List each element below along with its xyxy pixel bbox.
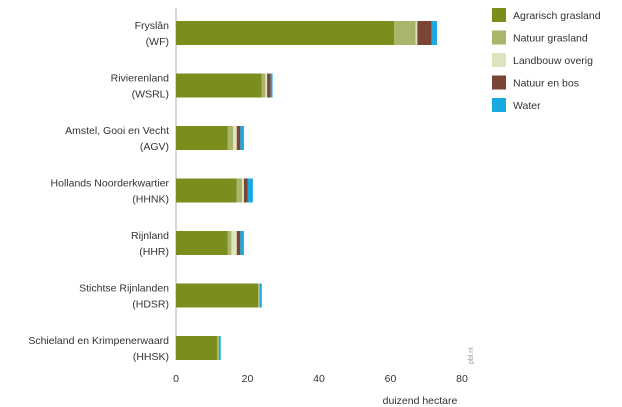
bar-segment [236, 231, 241, 255]
bar-segment [267, 73, 271, 98]
category-label: (HHNK) [132, 194, 169, 206]
category-label: (WF) [146, 36, 169, 48]
x-tick-label: 80 [456, 373, 468, 385]
x-tick-label: 20 [242, 373, 254, 385]
bar-segment [176, 178, 237, 203]
bar-segment [236, 126, 241, 150]
legend-swatch [492, 98, 506, 112]
legend-label: Natuur grasland [513, 33, 588, 45]
x-axis-title: duizend hectare [383, 395, 458, 407]
source-watermark: pbl.nl [468, 347, 475, 364]
bar-segment [394, 21, 416, 45]
category-label: Hollands Noorderkwartier [51, 178, 170, 190]
category-label: Stichtse Rijnlanden [79, 283, 169, 295]
category-label: (HHR) [139, 246, 169, 258]
bar-segment [236, 178, 243, 203]
category-label: (HHSK) [133, 351, 169, 363]
category-label: (AGV) [140, 141, 169, 153]
legend-swatch [492, 8, 506, 22]
legend-label: Natuur en bos [513, 78, 579, 90]
category-label: Fryslân [135, 20, 170, 32]
bar-segment [227, 126, 234, 150]
category-label: (WSRL) [132, 89, 169, 101]
bar-segment [176, 336, 218, 360]
bar-segment [176, 126, 228, 150]
bar-segment [242, 178, 244, 203]
bar-segment [261, 73, 266, 98]
bar-segment [415, 21, 418, 45]
bar-segment [247, 178, 253, 203]
legend-swatch [492, 53, 506, 67]
legend-label: Landbouw overig [513, 55, 593, 67]
bar-segment [176, 73, 262, 98]
x-tick-label: 40 [313, 373, 325, 385]
bar-segment [243, 178, 248, 203]
bar-segment [270, 73, 273, 98]
bar-segment [240, 231, 244, 255]
bar-segment [231, 231, 237, 255]
legend-swatch [492, 75, 506, 90]
bar-segment [176, 21, 395, 45]
category-label: Rivierenland [111, 73, 170, 85]
bar-segment [431, 21, 437, 45]
bar-segment [176, 283, 259, 308]
bar-segment [240, 126, 244, 150]
x-tick-label: 0 [173, 373, 179, 385]
x-tick-label: 60 [385, 373, 397, 385]
category-label: Rijnland [131, 230, 169, 242]
bar-segment [176, 231, 228, 255]
category-label: Amstel, Gooi en Vecht [65, 125, 169, 137]
category-label: Schieland en Krimpenerwaard [28, 335, 169, 347]
category-label: (HDSR) [132, 299, 169, 311]
bar-segment [217, 336, 219, 360]
bar-segment [265, 73, 268, 98]
bar-segment [417, 21, 432, 45]
legend-label: Agrarisch grasland [513, 10, 601, 22]
bar-segment [218, 336, 221, 360]
legend-swatch [492, 30, 506, 45]
bar-segment [227, 231, 232, 255]
bar-segment [233, 126, 237, 150]
bar-segment [258, 283, 261, 308]
legend-label: Water [513, 100, 541, 112]
bar-segment [260, 283, 262, 308]
